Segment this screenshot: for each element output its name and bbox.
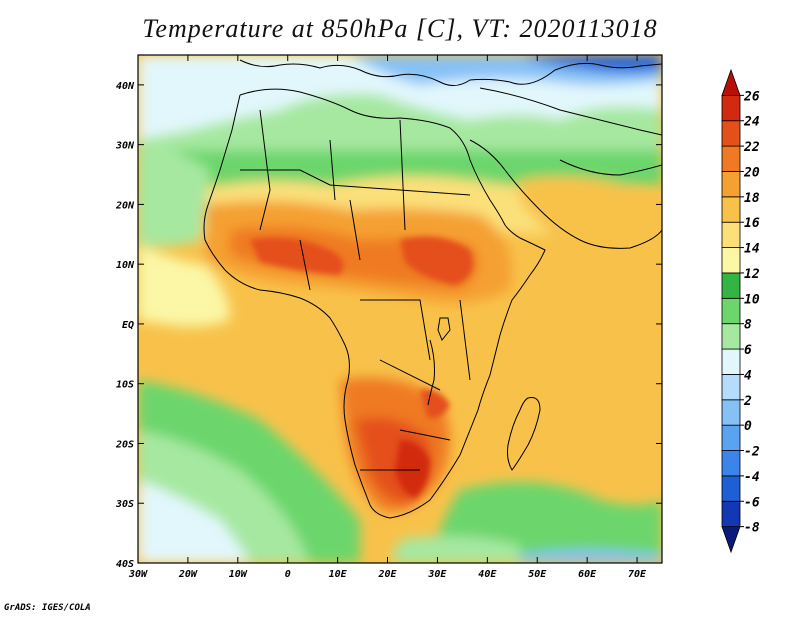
colorbar-swatch <box>721 374 741 401</box>
colorbar-swatch <box>721 297 741 325</box>
colorbar-label: 16 <box>744 216 760 231</box>
coastlines <box>203 59 662 519</box>
colorbar-swatch <box>721 348 741 375</box>
colorbar-swatch <box>721 526 741 554</box>
y-tick-label: 10S <box>116 380 134 391</box>
x-tick-label: 20W <box>178 569 198 580</box>
x-tick-label: 40E <box>478 569 497 580</box>
colorbar-label: 26 <box>743 89 760 104</box>
colorbar-label: 0 <box>744 419 752 434</box>
colorbar-label: 4 <box>744 368 752 383</box>
y-tick-label: 30S <box>115 499 134 510</box>
y-axis: 40S 30S 20S 10S EQ 10N 20N 30N 40N <box>115 81 662 570</box>
colorbar-swatch <box>721 120 741 147</box>
x-tick-label: 10W <box>229 569 248 580</box>
colorbar-label: 24 <box>743 115 760 130</box>
x-tick-label: 70E <box>628 569 647 580</box>
colorbar-swatch <box>721 399 741 426</box>
colorbar-label: -2 <box>744 445 760 460</box>
colorbar-swatch <box>721 196 741 223</box>
colorbar-swatch <box>721 323 741 350</box>
y-tick-label: 40S <box>116 559 134 570</box>
colorbar-label: -8 <box>744 521 760 536</box>
colorbar-swatch <box>721 145 741 172</box>
y-tick-label: 30N <box>115 141 135 152</box>
x-tick-label: 30E <box>427 569 447 580</box>
temperature-field <box>138 55 662 563</box>
x-tick-label: 30W <box>128 569 148 580</box>
colorbar-swatch <box>721 500 741 528</box>
colorbar-swatch <box>721 94 741 122</box>
colorbar-label: 6 <box>744 343 752 358</box>
colorbar-swatch <box>721 272 741 299</box>
x-tick-label: 50E <box>528 569 547 580</box>
x-tick-label: 60E <box>578 569 597 580</box>
y-tick-label: 40N <box>116 81 135 92</box>
colorbar-label: 8 <box>744 318 752 333</box>
colorbar-swatch <box>721 475 741 502</box>
colorbar-label: 22 <box>743 140 760 155</box>
colorbar-label: -6 <box>744 495 760 510</box>
colorbar-label: 14 <box>744 242 760 257</box>
colorbar-label: 20 <box>743 165 760 180</box>
colorbar-label: -4 <box>744 470 760 485</box>
y-tick-label: EQ <box>122 320 134 331</box>
colorbar-swatch <box>721 424 741 451</box>
x-tick-label: 20E <box>377 569 397 580</box>
colorbar-swatch <box>721 221 741 248</box>
x-tick-label: 10E <box>329 569 348 580</box>
colorbar-swatch <box>721 450 741 477</box>
credit-text: GrADS: IGES/COLA <box>4 603 91 613</box>
colorbar-label: 10 <box>744 292 760 307</box>
colorbar-swatch <box>721 68 741 96</box>
plot-frame <box>137 54 663 564</box>
colorbar-swatch <box>721 171 741 198</box>
x-axis: 30W 20W 10W 0 10E 20E 30E 40E 50E 60E 70E <box>128 55 647 580</box>
colorbar-label: 12 <box>744 267 760 282</box>
colorbar-swatch <box>721 247 741 274</box>
y-tick-label: 20N <box>115 200 135 211</box>
colorbar-label: 18 <box>744 191 760 206</box>
colorbar-label: 2 <box>743 394 752 409</box>
y-tick-label: 20S <box>115 439 134 450</box>
map-title: Temperature at 850hPa [C], VT: 202011301… <box>142 14 658 43</box>
y-tick-label: 10N <box>116 260 135 271</box>
x-tick-label: 0 <box>285 569 291 580</box>
